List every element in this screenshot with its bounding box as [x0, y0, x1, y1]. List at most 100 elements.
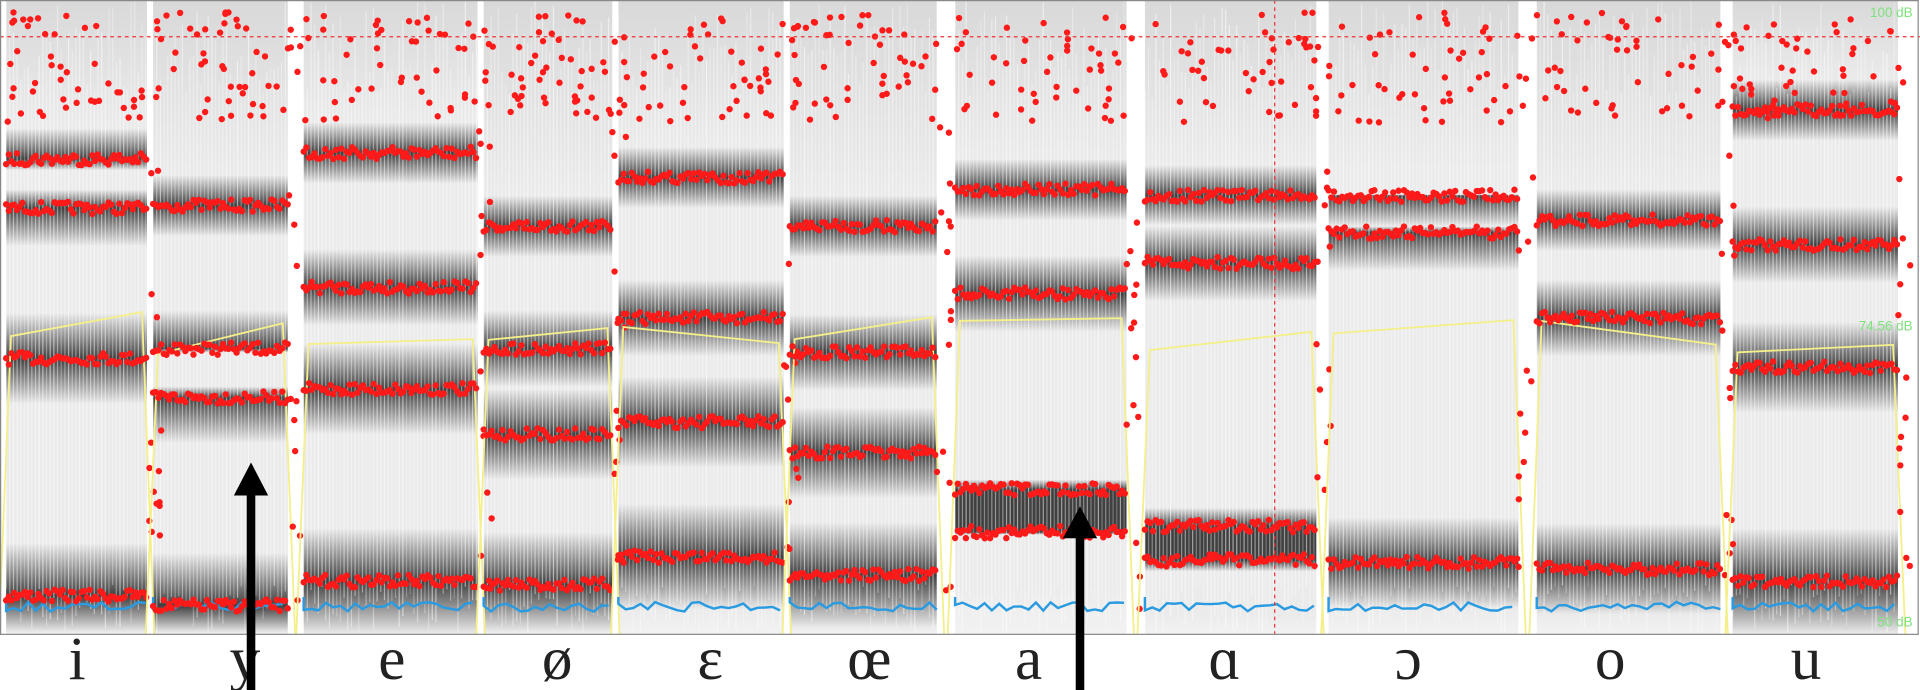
formant-dot	[1399, 90, 1406, 98]
formant-dot	[1703, 561, 1710, 568]
formant-dot	[121, 204, 128, 212]
formant-dot	[1314, 43, 1322, 51]
formant-dot	[757, 45, 765, 52]
formant-dot	[726, 105, 733, 113]
formant-dot	[1833, 28, 1840, 36]
formant-dot	[736, 170, 743, 177]
formant-dot	[1225, 188, 1232, 196]
formant-dot	[448, 575, 456, 582]
formant-dot	[1850, 236, 1858, 244]
formant-dot	[879, 80, 886, 87]
formant-dot	[786, 351, 793, 358]
db-label-top: 100 dB	[1870, 5, 1913, 20]
formant-dot	[1779, 37, 1786, 45]
formant-dot	[1770, 112, 1778, 119]
formant-dot	[284, 201, 291, 208]
formant-dot	[1560, 563, 1567, 570]
formant-dot	[220, 65, 228, 73]
formant-dot	[962, 29, 970, 36]
formant-dot	[1371, 554, 1378, 561]
formant-dot	[1584, 559, 1592, 567]
formant-dot	[146, 464, 153, 472]
formant-dot	[1836, 102, 1844, 109]
formant-dot	[962, 534, 970, 542]
formant-dot	[1830, 89, 1837, 96]
formant-dot	[116, 358, 123, 366]
formant-dot	[279, 388, 286, 395]
formant-dot	[1018, 86, 1025, 93]
formant-dot	[1845, 107, 1852, 114]
formant-dot	[642, 415, 649, 422]
formant-dot	[617, 551, 625, 558]
formant-dot	[1887, 28, 1894, 35]
formant-dot	[454, 279, 461, 287]
formant-dot	[976, 291, 983, 299]
formant-dot	[806, 116, 814, 123]
formant-dot	[93, 22, 100, 30]
formant-dot	[405, 18, 413, 25]
formant-dot	[829, 222, 837, 229]
formant-dot	[351, 583, 359, 591]
formant-dot	[652, 317, 660, 324]
formant-dot	[577, 83, 584, 90]
formant-dot	[1568, 312, 1575, 319]
formant-dot	[1831, 21, 1838, 28]
formant-dot	[1062, 180, 1069, 187]
formant-dot	[763, 169, 770, 176]
formant-dot	[1411, 91, 1419, 98]
formant-dot	[1893, 572, 1901, 579]
pitch-curve	[1535, 597, 1721, 613]
formant-dot	[1765, 32, 1772, 39]
formant-dot	[886, 350, 893, 358]
formant-dot	[160, 596, 168, 604]
formant-dot	[1209, 258, 1216, 265]
formant-dot	[1736, 75, 1744, 82]
formant-dot	[1478, 48, 1485, 56]
formant-dot	[960, 184, 967, 192]
formant-dot	[687, 175, 695, 183]
formant-dot	[1403, 189, 1410, 196]
formant-dot	[1113, 483, 1120, 490]
formant-dot	[1403, 553, 1410, 561]
formant-dot	[499, 426, 506, 434]
formant-dot	[1740, 239, 1747, 246]
formant-dot	[1073, 491, 1080, 498]
formant-dot	[1821, 577, 1828, 584]
formant-dot	[1368, 235, 1375, 242]
formant-dot	[467, 575, 474, 582]
formant-dot	[946, 479, 953, 486]
formant-dot	[907, 455, 915, 462]
formant-dot	[1513, 195, 1521, 203]
formant-dot	[1097, 67, 1105, 74]
formant-dot	[760, 552, 768, 560]
formant-dot	[1452, 187, 1459, 195]
formant-dot	[1611, 212, 1619, 219]
formant-dot	[249, 70, 256, 77]
formant-dot	[1440, 98, 1447, 105]
formant-dot	[1200, 186, 1208, 194]
formant-dot	[1558, 31, 1565, 38]
formant-dot	[582, 218, 590, 226]
formant-dot	[593, 585, 600, 592]
formant-dot	[1152, 20, 1159, 28]
formant-dot	[1284, 518, 1291, 526]
formant-dot	[1265, 255, 1272, 262]
formant-dot	[311, 150, 318, 157]
formant-dot	[348, 391, 356, 398]
formant-dot	[152, 389, 159, 396]
formant-dot	[766, 317, 773, 324]
formant-dot	[1899, 79, 1907, 86]
formant-dot	[990, 54, 998, 61]
formant-dot	[19, 349, 26, 356]
formant-dot	[1086, 490, 1093, 498]
formant-dot	[421, 282, 429, 290]
formant-dot	[1070, 291, 1077, 298]
formant-dot	[776, 317, 784, 325]
formant-dot	[496, 435, 504, 442]
formant-dot	[121, 352, 128, 359]
formant-dot	[225, 205, 232, 212]
formant-dot	[1584, 212, 1592, 219]
formant-dot	[47, 53, 55, 60]
formant-dot	[221, 20, 228, 27]
formant-dot	[1692, 566, 1699, 574]
